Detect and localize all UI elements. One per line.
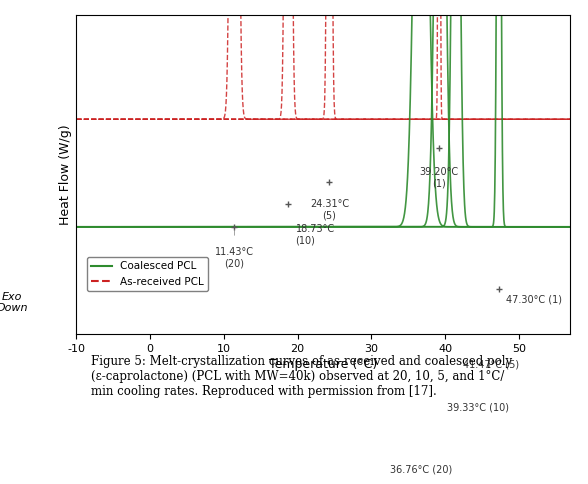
Text: 36.76°C (20): 36.76°C (20) <box>390 465 452 475</box>
Text: Figure 5: Melt-crystallization curves of as-received and coalesced poly
(ε-capro: Figure 5: Melt-crystallization curves of… <box>91 355 512 398</box>
Legend: Coalesced PCL, As-received PCL: Coalesced PCL, As-received PCL <box>86 257 208 291</box>
Text: 11.43°C
(20): 11.43°C (20) <box>215 247 254 268</box>
Text: 18.73°C
(10): 18.73°C (10) <box>296 224 335 245</box>
Text: 41.47°C (5): 41.47°C (5) <box>463 360 519 370</box>
Text: 39.33°C (10): 39.33°C (10) <box>447 402 509 412</box>
Y-axis label: Heat Flow (W/g): Heat Flow (W/g) <box>59 124 72 225</box>
Text: 47.30°C (1): 47.30°C (1) <box>506 295 562 305</box>
Text: 24.31°C
(5): 24.31°C (5) <box>310 198 349 220</box>
X-axis label: Temperature (°C): Temperature (°C) <box>269 358 377 371</box>
Text: Exo
Down: Exo Down <box>0 291 28 313</box>
Text: 39.20°C
(1): 39.20°C (1) <box>420 167 459 189</box>
